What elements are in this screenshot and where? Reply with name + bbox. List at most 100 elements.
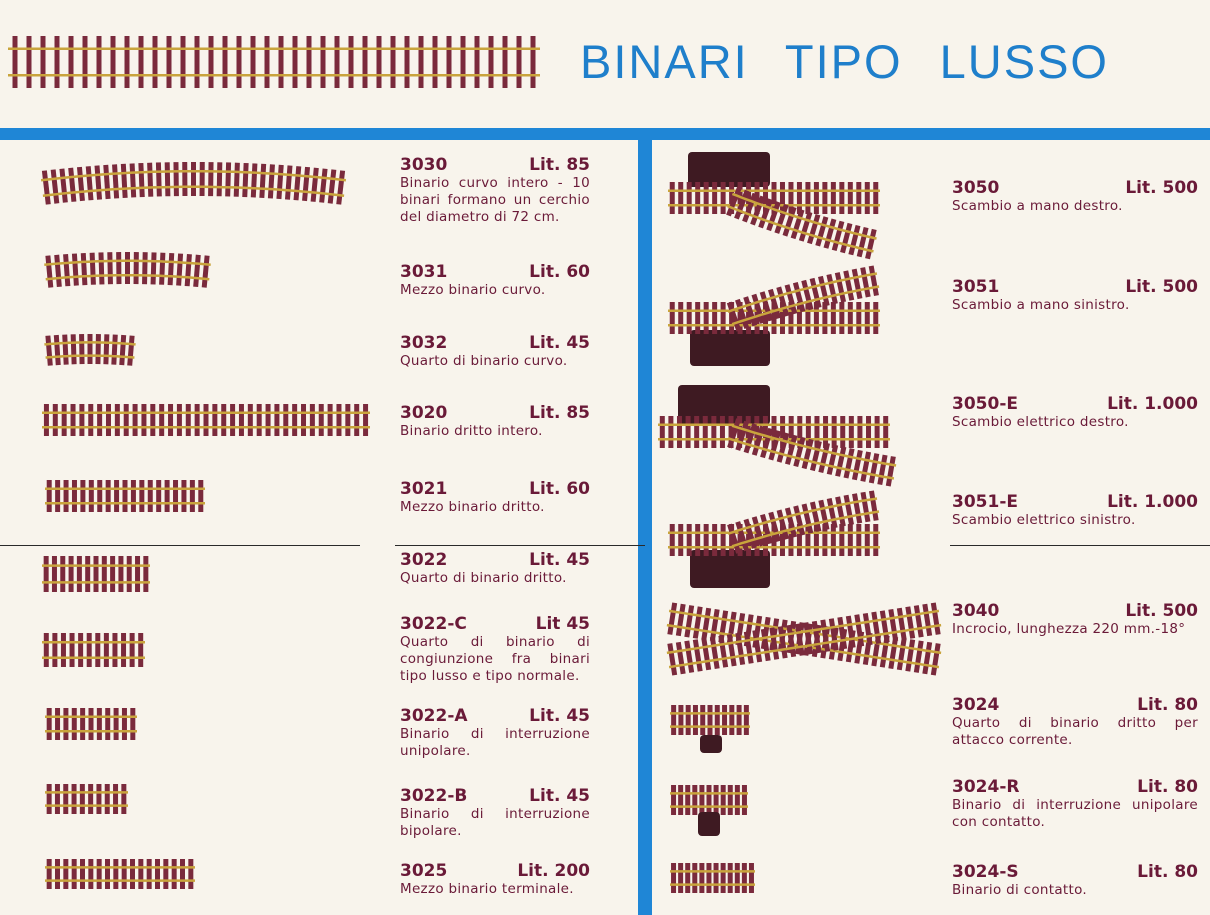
- catalog-item-3025: 3025 Lit. 200 Mezzo binario terminale.: [400, 861, 590, 898]
- item-header: 3021 Lit. 60: [400, 479, 590, 499]
- catalog-item-3024: 3024 Lit. 80 Quarto di binario dritto per …: [952, 695, 1198, 749]
- item-price: Lit. 60: [529, 479, 590, 499]
- track-3022c: [42, 633, 145, 667]
- item-price: Lit. 45: [529, 786, 590, 806]
- catalog-item-3022-c: 3022-C Lit 45 Quarto di binario di congiun…: [400, 614, 590, 685]
- vertical-divider: [638, 140, 652, 915]
- header-straight-track: [8, 36, 540, 88]
- item-code: 3030: [400, 155, 448, 175]
- item-description: Binario dritto intero.: [400, 423, 543, 439]
- fold-line: [0, 545, 360, 546]
- motor-housing: [690, 550, 770, 588]
- catalog-item-3040: 3040 Lit. 500 Incrocio, lunghezza 220 mm.-…: [952, 601, 1198, 638]
- item-price: Lit. 85: [529, 155, 590, 175]
- item-header: 3051 Lit. 500: [952, 277, 1198, 297]
- item-code: 3050: [952, 178, 1000, 198]
- track-3022a: [45, 708, 137, 740]
- track-3030: [40, 162, 347, 205]
- catalog-item-3024-s: 3024-S Lit. 80 Binario di contatto.: [952, 862, 1198, 899]
- track-3040-b: [666, 602, 942, 676]
- item-code: 3022-B: [400, 786, 468, 806]
- item-price: Lit. 200: [517, 861, 590, 881]
- connector: [698, 812, 720, 836]
- item-price: Lit. 45: [529, 333, 590, 353]
- item-price: Lit. 45: [529, 550, 590, 570]
- track-3051-branch: [726, 265, 880, 332]
- track-3022b: [45, 784, 128, 814]
- catalog-item-3031: 3031 Lit. 60 Mezzo binario curvo.: [400, 262, 590, 299]
- item-header: 3022-B Lit. 45: [400, 786, 590, 806]
- item-price: Lit 45: [535, 614, 590, 634]
- item-description: Binario di interruzione bipolare.: [400, 806, 590, 839]
- item-header: 3022 Lit. 45: [400, 550, 590, 570]
- item-description: Quarto di binario dritto.: [400, 570, 567, 586]
- item-code: 3031: [400, 262, 448, 282]
- item-description: Mezzo binario curvo.: [400, 282, 546, 298]
- page-title: BINARI TIPO LUSSO: [580, 35, 1109, 88]
- catalog-item-3022-a: 3022-A Lit. 45 Binario di interruzione uni…: [400, 706, 590, 760]
- item-description: Binario di contatto.: [952, 882, 1088, 898]
- fold-line: [395, 545, 645, 546]
- item-code: 3022-A: [400, 706, 468, 726]
- item-code: 3040: [952, 601, 1000, 621]
- item-header: 3050 Lit. 500: [952, 178, 1198, 198]
- track-3025: [45, 859, 195, 889]
- track-3024s: [670, 863, 755, 893]
- item-price: Lit. 85: [529, 403, 590, 423]
- item-code: 3021: [400, 479, 448, 499]
- item-code: 3051-E: [952, 492, 1018, 512]
- item-header: 3024 Lit. 80: [952, 695, 1198, 715]
- track-3020: [42, 404, 370, 436]
- item-price: Lit. 80: [1137, 777, 1198, 797]
- item-code: 3024-S: [952, 862, 1019, 882]
- fold-line: [950, 545, 1210, 546]
- item-description: Binario curvo intero - 10 binari formano…: [400, 175, 590, 225]
- item-description: Scambio a mano destro.: [952, 198, 1123, 214]
- track-3024r: [670, 785, 748, 815]
- catalog-item-3024-r: 3024-R Lit. 80 Binario di interruzione uni…: [952, 777, 1198, 831]
- track-3051-straight: [668, 302, 880, 334]
- track-3032: [44, 334, 136, 366]
- catalog-item-3020: 3020 Lit. 85 Binario dritto intero.: [400, 403, 590, 440]
- item-header: 3030 Lit. 85: [400, 155, 590, 175]
- track-3050-straight: [668, 182, 880, 214]
- item-description: Mezzo binario terminale.: [400, 881, 574, 897]
- item-price: Lit. 80: [1137, 862, 1198, 882]
- track-3022: [42, 556, 150, 592]
- catalog-item-3030: 3030 Lit. 85 Binario curvo intero - 10 bin…: [400, 155, 590, 226]
- catalog-item-3022-b: 3022-B Lit. 45 Binario di interruzione bip…: [400, 786, 590, 840]
- item-price: Lit. 1.000: [1107, 492, 1198, 512]
- item-description: Quarto di binario dritto per attacco cor…: [952, 715, 1198, 748]
- item-price: Lit. 60: [529, 262, 590, 282]
- catalog-item-3050-e: 3050-E Lit. 1.000 Scambio elettrico destro…: [952, 394, 1198, 431]
- item-header: 3032 Lit. 45: [400, 333, 590, 353]
- item-price: Lit. 500: [1125, 178, 1198, 198]
- catalog-item-3050: 3050 Lit. 500 Scambio a mano destro.: [952, 178, 1198, 215]
- item-header: 3024-R Lit. 80: [952, 777, 1198, 797]
- item-header: 3024-S Lit. 80: [952, 862, 1198, 882]
- item-code: 3020: [400, 403, 448, 423]
- item-description: Scambio elettrico sinistro.: [952, 512, 1136, 528]
- track-3050e-branch: [727, 418, 897, 487]
- item-header: 3025 Lit. 200: [400, 861, 590, 881]
- item-price: Lit. 80: [1137, 695, 1198, 715]
- motor-housing: [688, 152, 770, 187]
- item-description: Quarto di binario di congiunzione fra bi…: [400, 634, 590, 684]
- track-3050-branch: [726, 186, 877, 260]
- track-3051e-straight: [668, 524, 880, 556]
- item-header: 3031 Lit. 60: [400, 262, 590, 282]
- catalog-item-3021: 3021 Lit. 60 Mezzo binario dritto.: [400, 479, 590, 516]
- item-code: 3032: [400, 333, 448, 353]
- item-header: 3022-C Lit 45: [400, 614, 590, 634]
- item-description: Mezzo binario dritto.: [400, 499, 545, 515]
- item-header: 3051-E Lit. 1.000: [952, 492, 1198, 512]
- item-description: Scambio elettrico destro.: [952, 414, 1129, 430]
- item-header: 3040 Lit. 500: [952, 601, 1198, 621]
- motor-housing: [678, 385, 770, 425]
- item-code: 3022: [400, 550, 448, 570]
- item-price: Lit. 1.000: [1107, 394, 1198, 414]
- item-header: 3050-E Lit. 1.000: [952, 394, 1198, 414]
- item-description: Scambio a mano sinistro.: [952, 297, 1130, 313]
- item-header: 3022-A Lit. 45: [400, 706, 590, 726]
